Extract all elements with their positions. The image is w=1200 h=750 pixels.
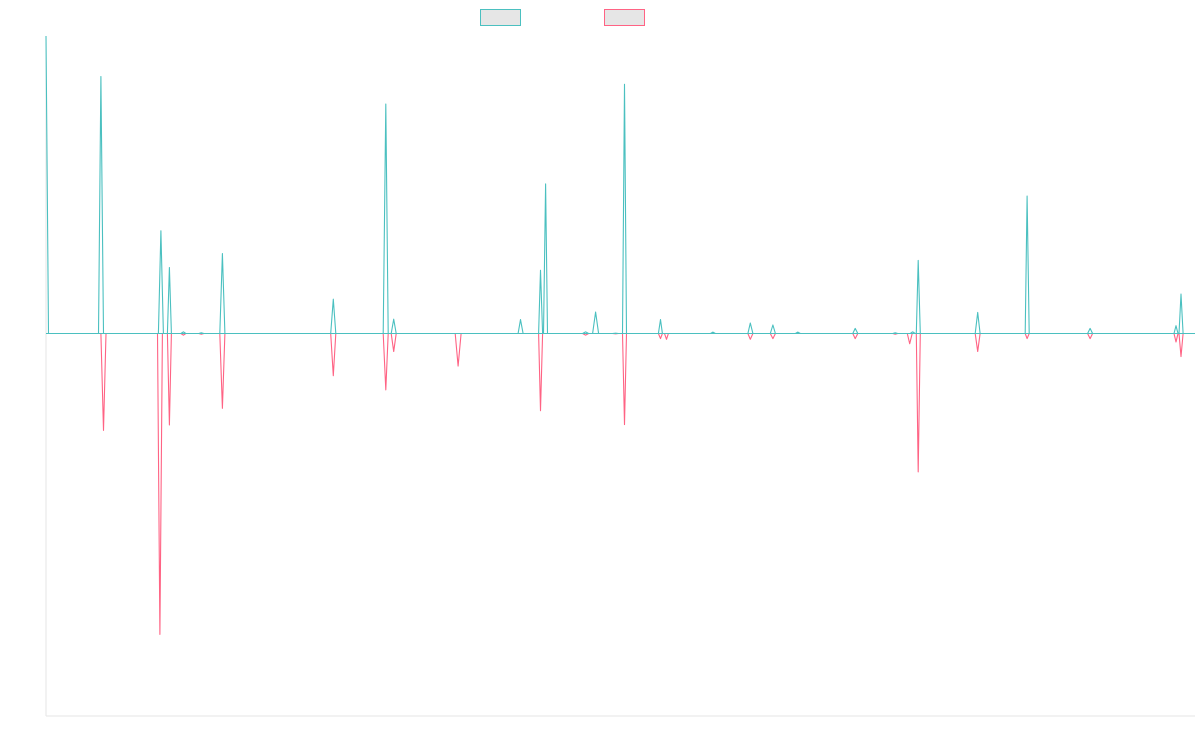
legend-swatch-2[interactable] [604,9,645,26]
series-line-2 [46,332,1195,635]
series-line-1 [45,35,1195,335]
legend-swatch-1[interactable] [480,9,521,26]
